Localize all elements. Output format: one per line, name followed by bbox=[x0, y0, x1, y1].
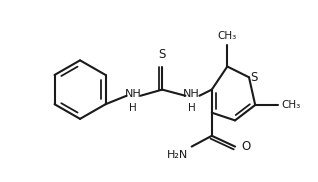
Text: NH: NH bbox=[183, 89, 200, 99]
Text: H₂N: H₂N bbox=[167, 150, 189, 160]
Text: O: O bbox=[241, 140, 251, 153]
Text: S: S bbox=[251, 71, 258, 84]
Text: H: H bbox=[129, 103, 137, 113]
Text: S: S bbox=[158, 48, 166, 61]
Text: NH: NH bbox=[124, 89, 141, 99]
Text: H: H bbox=[188, 103, 196, 113]
Text: CH₃: CH₃ bbox=[218, 31, 237, 41]
Text: CH₃: CH₃ bbox=[281, 100, 301, 110]
